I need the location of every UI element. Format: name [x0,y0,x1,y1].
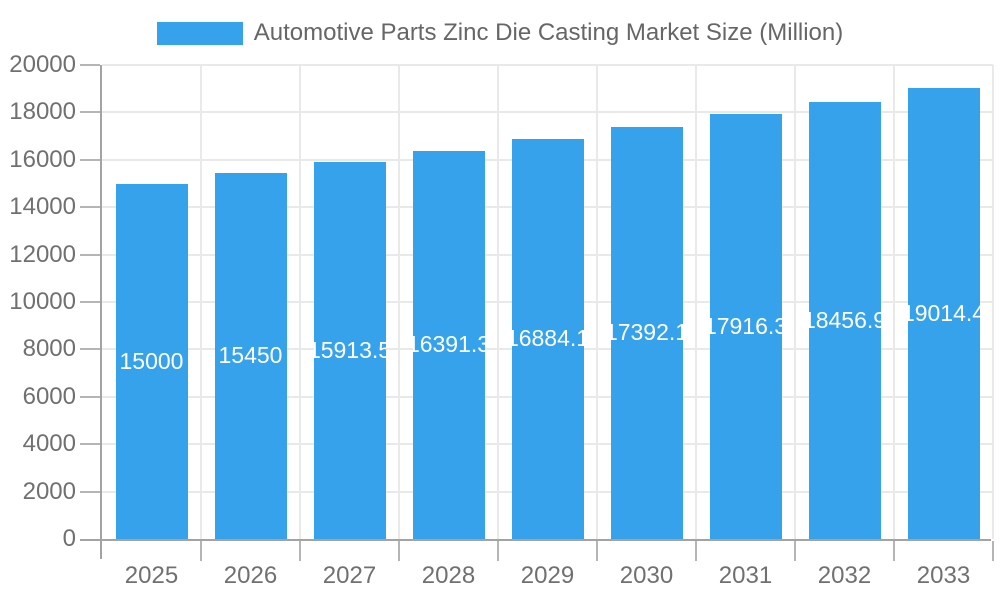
x-axis-label: 2031 [718,562,773,589]
x-tick-mark [695,541,697,561]
v-gridline [200,65,202,539]
v-gridline [299,65,301,539]
x-tick-mark [497,541,499,561]
legend: Automotive Parts Zinc Die Casting Market… [0,20,1000,46]
y-axis-label: 0 [62,525,76,552]
y-axis-label: 2000 [22,477,76,505]
y-tick-mark [80,206,100,209]
x-tick-mark [200,541,202,561]
y-axis-label: 12000 [9,240,76,268]
bar-2027: 15913.5 [313,161,386,539]
bar-2030: 17392.1 [610,126,683,539]
h-gridline [102,64,993,66]
y-axis-label: 8000 [22,335,76,363]
y-axis-label: 16000 [9,145,76,173]
bar-value-label: 17916.3 [709,313,782,340]
x-axis-line [80,539,991,541]
y-axis-line [100,65,102,559]
bar-2031: 17916.3 [709,114,782,539]
v-gridline [398,65,400,539]
bar-2029: 16884.1 [511,138,584,539]
y-axis-label: 6000 [22,382,76,410]
v-gridline [794,65,796,539]
x-axis-label: 2026 [223,562,278,589]
x-axis-label: 2028 [421,562,476,589]
x-tick-mark [893,541,895,561]
bar-value-label: 16884.1 [511,325,584,352]
v-gridline [893,65,895,539]
y-axis-label: 10000 [9,288,76,315]
x-axis-label: 2030 [619,562,674,589]
v-gridline [596,65,598,539]
bar-value-label: 19014.4 [907,300,980,327]
v-gridline [497,65,499,539]
x-axis-label: 2032 [817,562,872,589]
bar-2033: 19014.4 [907,88,980,539]
y-axis-label: 14000 [9,193,76,221]
y-axis-label: 18000 [9,98,76,126]
y-tick-mark [80,64,100,66]
x-tick-mark [299,541,301,561]
chart-title: Automotive Parts Zinc Die Casting Market… [253,19,844,46]
bar-2025: 15000 [115,183,188,539]
x-axis-label: 2025 [124,562,179,589]
bar-value-label: 17392.1 [610,319,683,346]
bar-value-label: 15000 [119,347,184,374]
y-tick-mark [80,395,100,398]
bar-2032: 18456.9 [808,101,881,539]
y-tick-mark [80,111,100,114]
legend-color-swatch [156,21,243,45]
y-tick-mark [80,348,100,351]
y-tick-mark [80,443,100,446]
y-axis-label: 4000 [22,430,76,458]
bar-value-label: 15450 [218,342,283,369]
x-axis-label: 2029 [520,562,575,589]
y-tick-mark [80,253,100,256]
y-axis-label: 20000 [9,51,76,78]
y-tick-mark [80,490,100,493]
y-tick-mark [80,301,100,303]
plot-area: 0 2000 4000 6000 8000 10000 12000 14000 16000 180… [9,52,994,589]
v-gridline [992,65,994,539]
v-gridline [695,65,697,539]
bar-value-label: 18456.9 [808,306,881,333]
x-tick-mark [398,541,400,561]
bar-2026: 15450 [214,172,287,539]
y-tick-mark [80,158,100,161]
legend-item[interactable]: Automotive Parts Zinc Die Casting Market… [156,19,844,46]
bar-2028: 16391.3 [412,150,485,539]
bar-value-label: 16391.3 [412,331,485,358]
x-axis-label: 2033 [916,562,971,589]
h-gridline [102,111,993,114]
x-axis-label: 2027 [322,562,377,589]
x-tick-mark [992,541,994,561]
bar-value-label: 15913.5 [313,336,386,363]
x-tick-mark [794,541,796,561]
x-tick-mark [596,541,598,561]
